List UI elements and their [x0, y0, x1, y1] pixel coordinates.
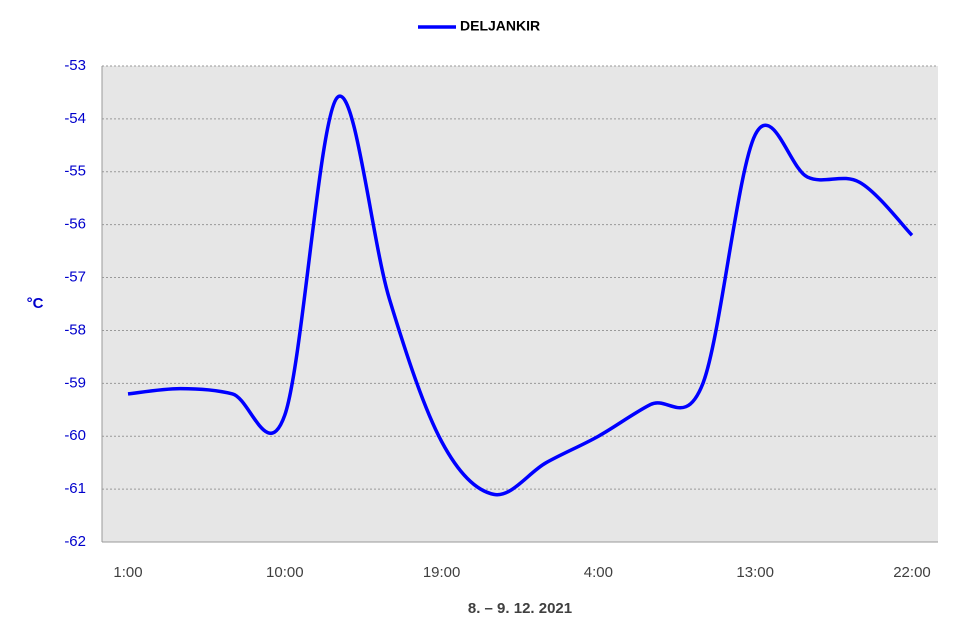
- y-tick-label: -54: [64, 110, 86, 127]
- y-tick-label: -61: [64, 480, 86, 497]
- x-axis-title: 8. – 9. 12. 2021: [468, 600, 572, 617]
- x-tick-label: 19:00: [423, 564, 461, 581]
- legend-label: DELJANKIR: [460, 18, 540, 34]
- x-tick-label: 4:00: [584, 564, 613, 581]
- series-line: [127, 94, 914, 497]
- x-tick-label: 1:00: [113, 564, 142, 581]
- y-tick-label: -58: [64, 321, 86, 338]
- y-tick-label: -62: [64, 533, 86, 550]
- y-tick-label: -57: [64, 269, 86, 286]
- y-tick-label: -55: [64, 163, 86, 180]
- y-axis-title: °C: [27, 295, 44, 312]
- y-tick-label: -60: [64, 427, 86, 444]
- x-tick-label: 13:00: [736, 564, 774, 581]
- plot-area: [102, 66, 938, 542]
- x-tick-label: 10:00: [266, 564, 304, 581]
- y-tick-label: -56: [64, 216, 86, 233]
- x-tick-label: 22:00: [893, 564, 931, 581]
- y-tick-label: -53: [64, 57, 86, 74]
- y-tick-label: -59: [64, 374, 86, 391]
